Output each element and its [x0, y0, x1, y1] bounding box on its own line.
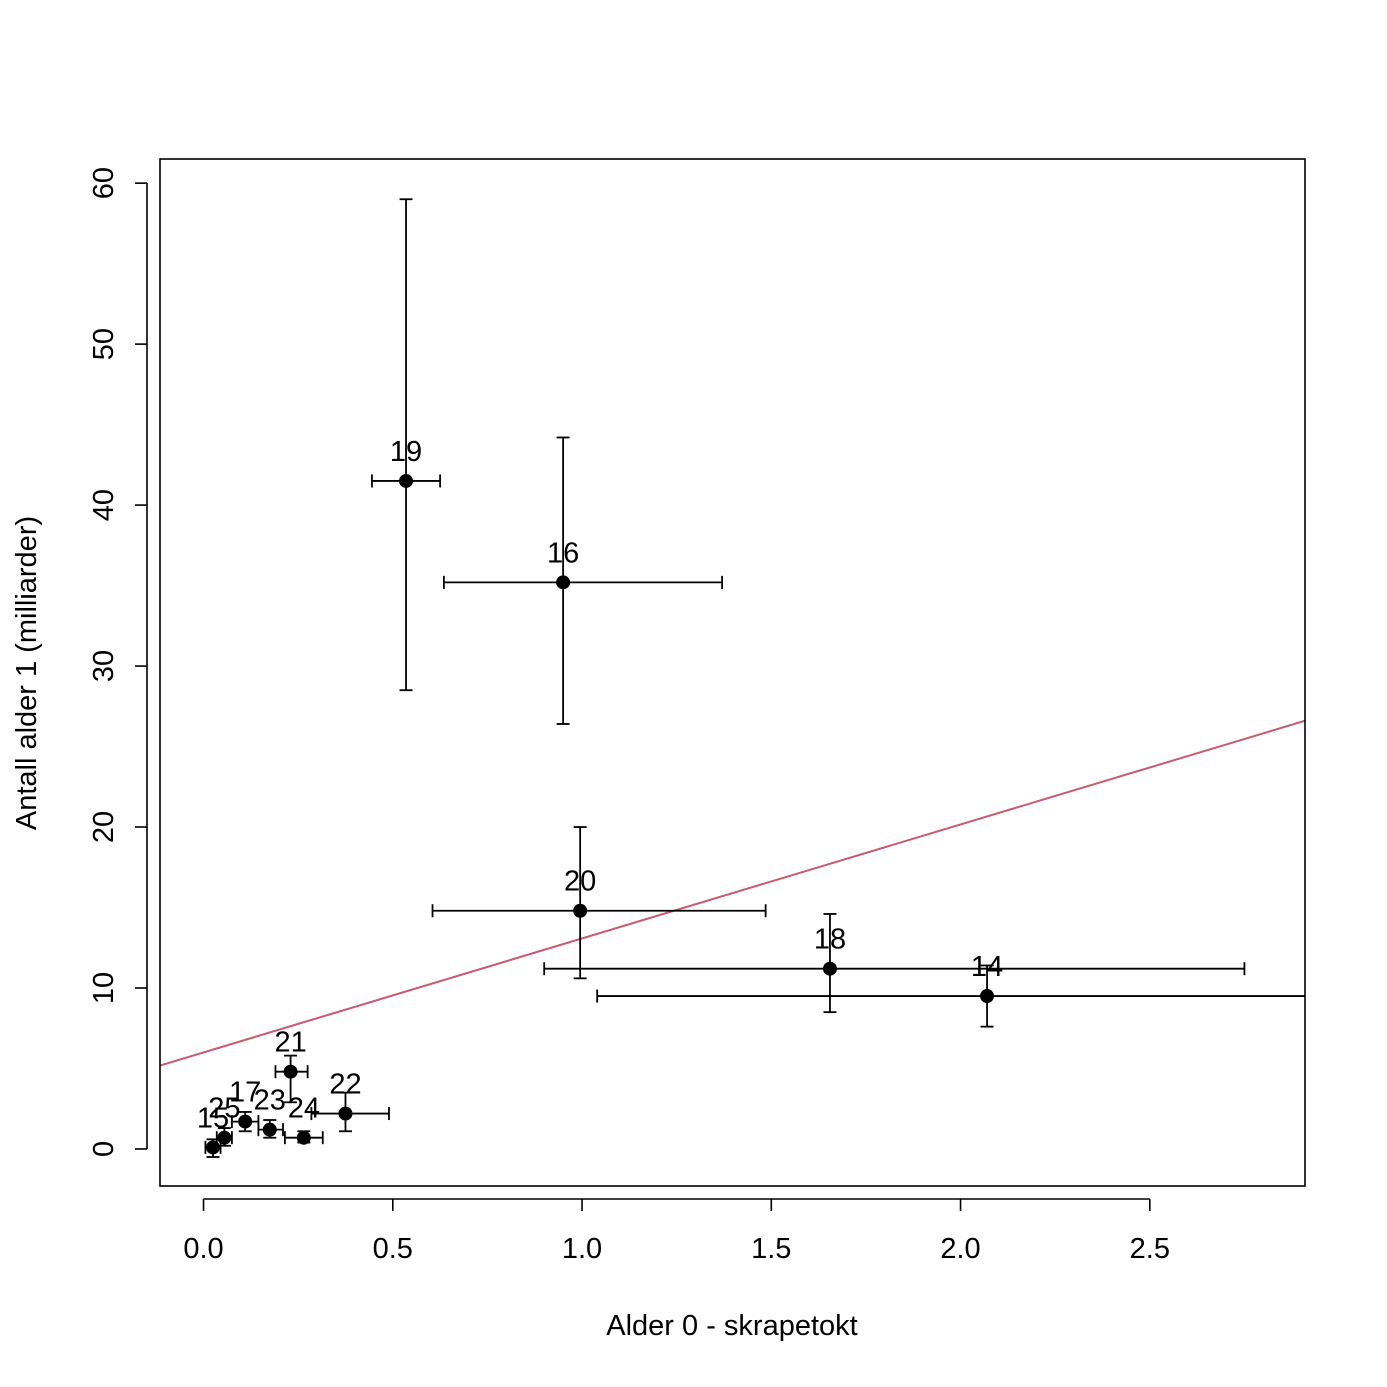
y-tick-label: 30	[88, 650, 120, 682]
data-point-22	[338, 1106, 353, 1121]
data-point-15	[205, 1140, 220, 1155]
point-label-14: 14	[971, 951, 1003, 983]
point-label-20: 20	[564, 866, 596, 898]
point-label-24: 24	[288, 1093, 320, 1125]
point-label-23: 23	[254, 1085, 286, 1117]
x-tick-label: 2.0	[940, 1233, 980, 1265]
error-bars-16	[442, 436, 723, 725]
x-axis: 0.0 0.5 1.0 1.5 2.0 2.5	[183, 1198, 1170, 1265]
data-point-14	[980, 989, 995, 1004]
x-axis-title: Alder 0 - skrapetokt	[606, 1310, 857, 1342]
x-tick-label: 2.5	[1130, 1233, 1170, 1265]
point-label-15: 15	[197, 1102, 229, 1134]
data-point-20	[573, 903, 588, 918]
data-point-16	[556, 575, 571, 590]
error-bars-20	[431, 826, 767, 980]
data-point-21	[283, 1064, 298, 1079]
y-tick-label: 40	[88, 489, 120, 521]
y-axis-title: Antall alder 1 (milliarder)	[11, 516, 43, 830]
point-label-22: 22	[329, 1069, 361, 1101]
x-tick-label: 1.5	[751, 1233, 791, 1265]
error-bars-21	[274, 1054, 309, 1104]
data-point-17	[238, 1114, 253, 1129]
point-label-25: 25	[208, 1093, 240, 1125]
x-tick-label: 0.5	[373, 1233, 413, 1265]
plot-frame	[159, 158, 1306, 1187]
data-point-19	[399, 473, 414, 488]
point-label-18: 18	[814, 924, 846, 956]
x-tick-label: 1.0	[562, 1233, 602, 1265]
point-label-19: 19	[390, 436, 422, 468]
y-tick-label: 60	[88, 167, 120, 199]
y-tick-label: 50	[88, 328, 120, 360]
data-point-25	[217, 1130, 232, 1145]
data-point-18	[822, 961, 837, 976]
error-bars-18	[543, 913, 1246, 1014]
data-point-23	[262, 1122, 277, 1137]
y-axis: 0 10 20 30 40 50 60	[88, 167, 148, 1157]
y-tick-label: 10	[88, 972, 120, 1004]
x-tick-label: 0.0	[183, 1233, 223, 1265]
regression-line	[160, 719, 1305, 1067]
data-point-24	[296, 1130, 311, 1145]
point-label-21: 21	[274, 1027, 306, 1059]
y-tick-label: 20	[88, 811, 120, 843]
point-label-16: 16	[547, 537, 579, 569]
y-tick-label: 0	[88, 1141, 120, 1157]
point-label-17: 17	[229, 1077, 261, 1109]
